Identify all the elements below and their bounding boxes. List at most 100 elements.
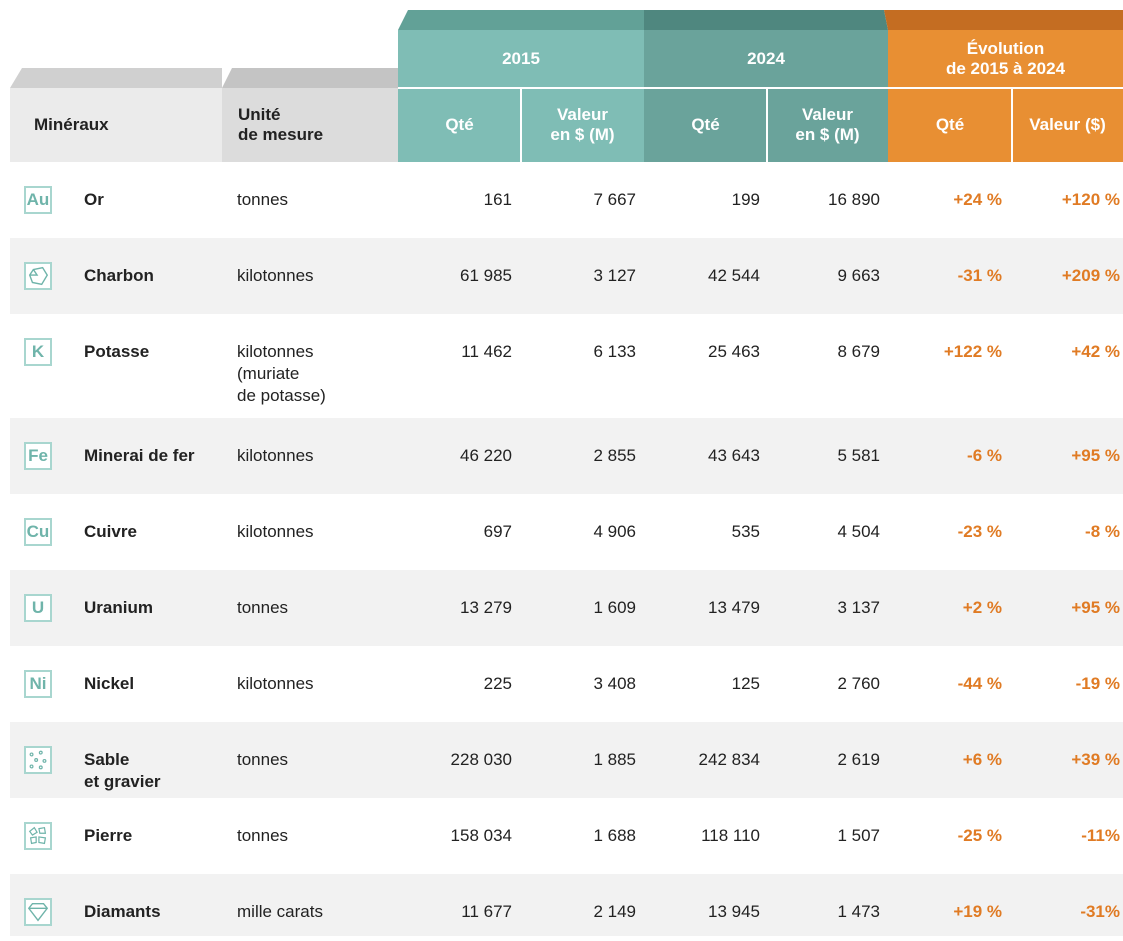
value: 13 479 xyxy=(708,598,760,617)
value: 6 133 xyxy=(593,342,636,361)
change-value: -31% xyxy=(1080,902,1120,921)
value: 4 906 xyxy=(593,522,636,541)
group-header: 2015 xyxy=(502,49,540,68)
change-value: -25 % xyxy=(957,826,1002,845)
value: 161 xyxy=(483,190,512,209)
row-background xyxy=(10,646,1123,722)
mineral-name: Pierre xyxy=(84,826,133,845)
mineral-name: Sable et gravier xyxy=(84,750,161,791)
icon xyxy=(24,898,52,926)
value: 1 507 xyxy=(837,826,880,845)
value: 42 544 xyxy=(708,266,760,285)
value: 43 643 xyxy=(708,446,760,465)
column-header: Unité de mesure xyxy=(238,105,324,144)
column-header: Valeur ($) xyxy=(1029,115,1106,134)
value: 125 xyxy=(731,674,760,693)
value: 2 149 xyxy=(593,902,636,921)
change-value: +19 % xyxy=(953,902,1002,921)
change-value: +6 % xyxy=(962,750,1002,769)
change-value: -11% xyxy=(1081,826,1120,845)
row-background xyxy=(10,874,1123,936)
value: 228 030 xyxy=(450,750,512,769)
change-value: -8 % xyxy=(1085,522,1120,541)
value: 16 890 xyxy=(828,190,880,209)
value: 7 667 xyxy=(593,190,636,209)
header-shapes xyxy=(10,10,1123,162)
row-background xyxy=(10,314,1123,418)
value: 242 834 xyxy=(698,750,760,769)
value: 1 609 xyxy=(593,598,636,617)
mineral-name: Diamants xyxy=(84,902,161,921)
icon xyxy=(24,262,52,290)
change-value: -6 % xyxy=(967,446,1002,465)
row-background xyxy=(10,570,1123,646)
value: 13 945 xyxy=(708,902,760,921)
column-header: Valeur en $ (M) xyxy=(795,105,860,144)
unit: tonnes xyxy=(237,190,289,209)
row-background xyxy=(10,418,1123,494)
change-value: +24 % xyxy=(953,190,1002,209)
change-value: +122 % xyxy=(943,342,1002,361)
change-value: +120 % xyxy=(1061,190,1120,209)
value: 8 679 xyxy=(837,342,880,361)
change-value: +95 % xyxy=(1071,598,1120,617)
column-header: Qté xyxy=(935,115,965,134)
value: 46 220 xyxy=(460,446,512,465)
unit: kilotonnes xyxy=(237,446,314,465)
group-header: 2024 xyxy=(747,49,785,68)
value: 2 855 xyxy=(593,446,636,465)
unit: kilotonnes xyxy=(237,266,314,285)
value: 1 885 xyxy=(593,750,636,769)
row-background xyxy=(10,494,1123,570)
value: 1 473 xyxy=(837,902,880,921)
mineral-name: Uranium xyxy=(84,598,153,617)
change-value: -19 % xyxy=(1075,674,1120,693)
value: 1 688 xyxy=(593,826,636,845)
value: 2 760 xyxy=(837,674,880,693)
unit: kilotonnes xyxy=(237,674,314,693)
change-value: -31 % xyxy=(957,266,1002,285)
value: 61 985 xyxy=(460,266,512,285)
icon xyxy=(24,822,52,850)
value: 11 677 xyxy=(461,902,512,921)
group-header: Évolution de 2015 à 2024 xyxy=(945,39,1066,78)
value: 4 504 xyxy=(837,522,880,541)
row-background xyxy=(10,238,1123,314)
value: 5 581 xyxy=(837,446,880,465)
value: 2 619 xyxy=(837,750,880,769)
unit: tonnes xyxy=(237,598,289,617)
icon: K xyxy=(24,338,52,366)
change-value: -23 % xyxy=(957,522,1002,541)
mineral-name: Minerai de fer xyxy=(84,446,195,465)
value: 13 279 xyxy=(460,598,512,617)
icon: U xyxy=(24,594,52,622)
value: 535 xyxy=(731,522,760,541)
column-header: Minéraux xyxy=(34,115,109,134)
value: 3 408 xyxy=(593,674,636,693)
icon xyxy=(24,746,52,774)
value: 199 xyxy=(731,190,760,209)
row-background xyxy=(10,162,1123,238)
icon: Ni xyxy=(24,670,52,698)
unit: tonnes xyxy=(237,750,289,769)
mineral-name: Or xyxy=(84,190,104,209)
change-value: +2 % xyxy=(962,598,1002,617)
value: 25 463 xyxy=(708,342,760,361)
value: 158 034 xyxy=(450,826,512,845)
icon: Cu xyxy=(24,518,52,546)
mineral-name: Charbon xyxy=(84,266,154,285)
change-value: +95 % xyxy=(1071,446,1120,465)
mineral-name: Potasse xyxy=(84,342,150,361)
row-background xyxy=(10,798,1123,874)
value: 3 127 xyxy=(593,266,636,285)
unit: tonnes xyxy=(237,826,289,845)
value: 11 462 xyxy=(461,342,512,361)
column-header: Valeur en $ (M) xyxy=(550,105,615,144)
change-value: -44 % xyxy=(957,674,1002,693)
value: 118 110 xyxy=(701,826,760,845)
mineral-name: Nickel xyxy=(84,674,135,693)
change-value: +209 % xyxy=(1061,266,1120,285)
change-value: +39 % xyxy=(1071,750,1120,769)
unit: kilotonnes (muriate de potasse) xyxy=(237,342,326,405)
